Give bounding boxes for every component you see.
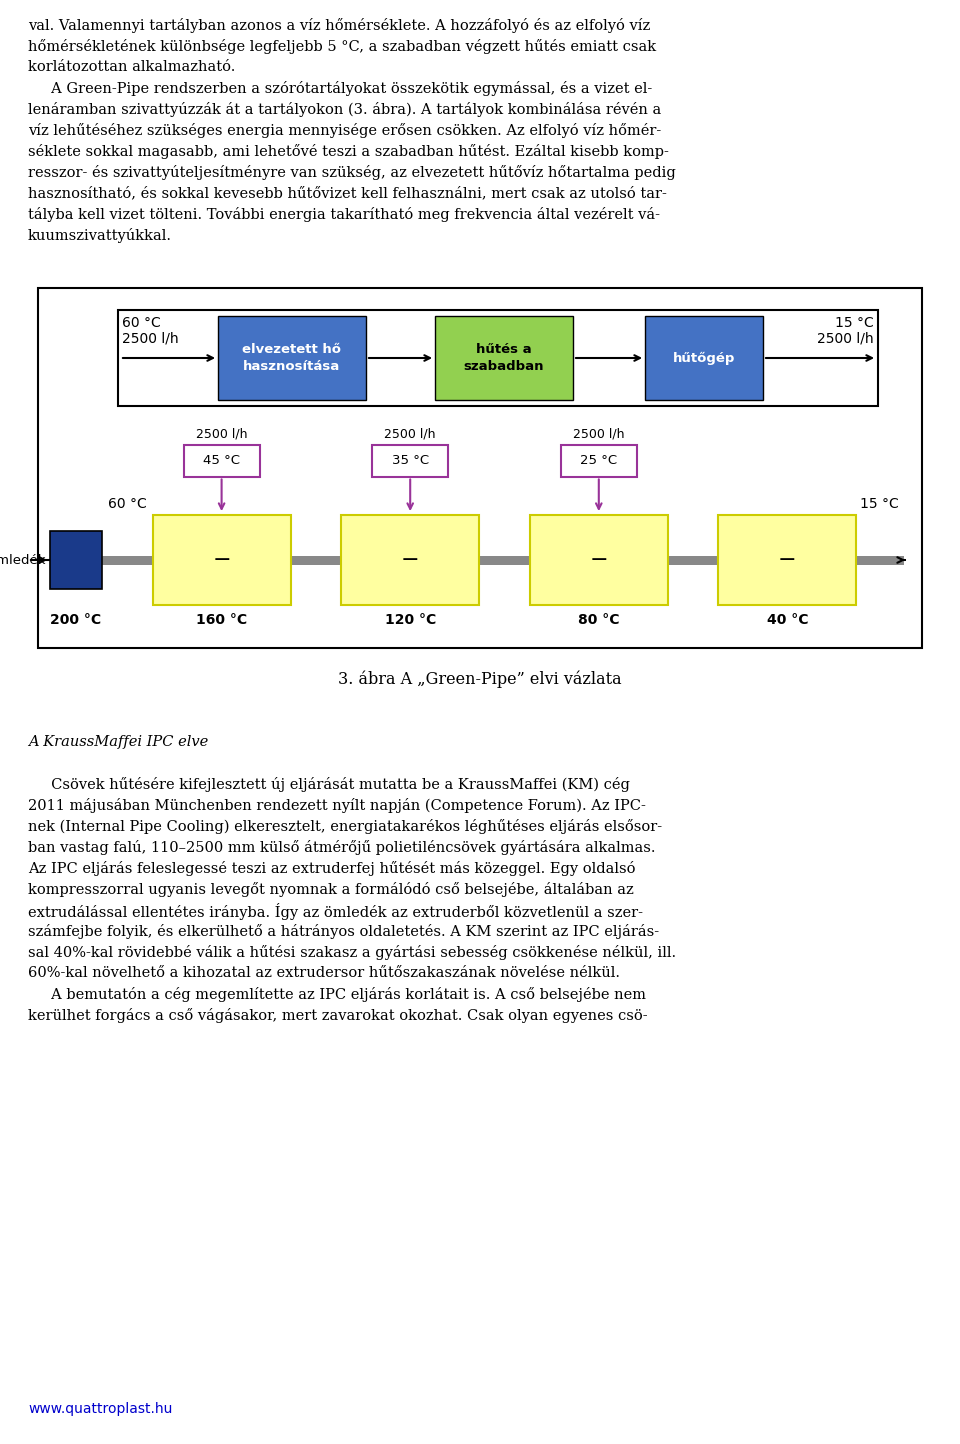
Text: kerülhet forgács a cső vágásakor, mert zavarokat okozhat. Csak olyan egyenes csö: kerülhet forgács a cső vágásakor, mert z…	[28, 1008, 648, 1022]
Text: www.quattroplast.hu: www.quattroplast.hu	[28, 1402, 173, 1417]
Text: 2500 l/h: 2500 l/h	[384, 427, 436, 440]
Text: Csövek hűtésére kifejlesztett új eljárását mutatta be a KraussMaffei (KM) cég: Csövek hűtésére kifejlesztett új eljárás…	[28, 777, 630, 791]
Text: 15 °C: 15 °C	[860, 497, 900, 511]
Text: 2500 l/h: 2500 l/h	[122, 332, 179, 347]
Text: számfejbe folyik, és elkerülhető a hátrányos oldaletetés. A KM szerint az IPC el: számfejbe folyik, és elkerülhető a hátrá…	[28, 924, 660, 939]
Bar	[372, 445, 448, 477]
Text: −: −	[212, 550, 231, 570]
Text: 60 °C: 60 °C	[122, 316, 160, 331]
Bar	[183, 445, 259, 477]
Text: resszor- és szivattyúteljesítményre van szükség, az elvezetett hűtővíz hőtartalm: resszor- és szivattyúteljesítményre van …	[28, 165, 676, 180]
Bar	[435, 316, 573, 400]
Text: 120 °C: 120 °C	[385, 614, 436, 627]
Text: A Green-Pipe rendszerben a szórótartályokat összekötik egymással, és a vizet el-: A Green-Pipe rendszerben a szórótartályo…	[28, 81, 652, 95]
Text: hűtés a
szabadban: hűtés a szabadban	[464, 344, 544, 373]
Bar	[668, 556, 718, 565]
Text: ban vastag falú, 110–2500 mm külső átmérőjű polietiléncsövek gyártására alkalmas: ban vastag falú, 110–2500 mm külső átmér…	[28, 840, 656, 855]
Text: ömledék: ömledék	[0, 553, 46, 566]
Text: Az IPC eljárás feleslegessé teszi az extruderfej hűtését más közeggel. Egy oldal: Az IPC eljárás feleslegessé teszi az ext…	[28, 861, 636, 877]
Bar	[718, 516, 856, 605]
Text: hasznosítható, és sokkal kevesebb hűtővizet kell felhasználni, mert csak az utol: hasznosítható, és sokkal kevesebb hűtővi…	[28, 186, 667, 201]
Text: A KraussMaffei IPC elve: A KraussMaffei IPC elve	[28, 735, 208, 749]
Text: elvezetett hő
hasznosítása: elvezetett hő hasznosítása	[243, 344, 342, 373]
Bar	[561, 445, 636, 477]
Text: −: −	[589, 550, 608, 570]
Text: 60%-kal növelhető a kihozatal az extrudersor hűtőszakaszának növelése nélkül.: 60%-kal növelhető a kihozatal az extrude…	[28, 966, 620, 980]
Bar	[341, 516, 479, 605]
Bar	[50, 531, 102, 589]
Text: hőmérsékletének különbsége legfeljebb 5 °C, a szabadban végzett hűtés emiatt csa: hőmérsékletének különbsége legfeljebb 5 …	[28, 39, 656, 53]
Text: 3. ábra A „Green-Pipe” elvi vázlata: 3. ábra A „Green-Pipe” elvi vázlata	[338, 670, 622, 687]
Text: 45 °C: 45 °C	[204, 453, 240, 466]
Text: korlátozottan alkalmazható.: korlátozottan alkalmazható.	[28, 61, 235, 74]
Text: 80 °C: 80 °C	[578, 614, 619, 627]
Text: 2011 májusában Münchenben rendezett nyílt napján (Competence Forum). Az IPC-: 2011 májusában Münchenben rendezett nyíl…	[28, 799, 646, 813]
Text: 2500 l/h: 2500 l/h	[817, 332, 874, 347]
Text: 35 °C: 35 °C	[392, 453, 429, 466]
Bar	[530, 516, 668, 605]
Text: 15 °C: 15 °C	[835, 316, 874, 331]
Bar	[479, 556, 530, 565]
Bar	[38, 287, 922, 648]
Text: −: −	[779, 550, 797, 570]
Bar	[291, 556, 341, 565]
Text: lenáramban szivattyúzzák át a tartályokon (3. ábra). A tartályok kombinálása rév: lenáramban szivattyúzzák át a tartályoko…	[28, 103, 661, 117]
Text: kuumszivattyúkkal.: kuumszivattyúkkal.	[28, 228, 172, 243]
Text: 60 °C: 60 °C	[108, 497, 147, 511]
Bar	[856, 556, 904, 565]
Text: A bemutatón a cég megemlítette az IPC eljárás korlátait is. A cső belsejébe nem: A bemutatón a cég megemlítette az IPC el…	[28, 988, 646, 1002]
Bar	[153, 516, 291, 605]
Text: 25 °C: 25 °C	[580, 453, 617, 466]
Text: víz lehűtéséhez szükséges energia mennyisége erősen csökken. Az elfolyó víz hőmé: víz lehűtéséhez szükséges energia mennyi…	[28, 123, 661, 139]
Text: nek (Internal Pipe Cooling) elkeresztelt, energiatakarékos léghűtéses eljárás el: nek (Internal Pipe Cooling) elkeresztelt…	[28, 819, 662, 835]
Text: 2500 l/h: 2500 l/h	[573, 427, 625, 440]
Text: 200 °C: 200 °C	[51, 614, 102, 627]
Text: extrudálással ellentétes irányba. Így az ömledék az extruderből közvetlenül a sz: extrudálással ellentétes irányba. Így az…	[28, 902, 643, 920]
Text: val. Valamennyi tartályban azonos a víz hőmérséklete. A hozzáfolyó és az elfolyó: val. Valamennyi tartályban azonos a víz …	[28, 17, 650, 33]
Bar	[102, 556, 153, 565]
Text: séklete sokkal magasabb, ami lehetővé teszi a szabadban hűtést. Ezáltal kisebb k: séklete sokkal magasabb, ami lehetővé te…	[28, 144, 669, 159]
Text: hűtőgép: hűtőgép	[673, 351, 735, 364]
Bar	[118, 310, 878, 406]
Bar	[645, 316, 763, 400]
Text: kompresszorral ugyanis levegőt nyomnak a formálódó cső belsejébe, általában az: kompresszorral ugyanis levegőt nyomnak a…	[28, 882, 634, 897]
Bar	[218, 316, 366, 400]
Text: 40 °C: 40 °C	[767, 614, 808, 627]
Text: tályba kell vizet tölteni. További energia takarítható meg frekvencia által vezé: tályba kell vizet tölteni. További energ…	[28, 206, 660, 222]
Text: 2500 l/h: 2500 l/h	[196, 427, 248, 440]
Text: 160 °C: 160 °C	[196, 614, 247, 627]
Text: −: −	[401, 550, 420, 570]
Text: sal 40%-kal rövidebbé válik a hűtési szakasz a gyártási sebesség csökkenése nélk: sal 40%-kal rövidebbé válik a hűtési sza…	[28, 944, 676, 960]
